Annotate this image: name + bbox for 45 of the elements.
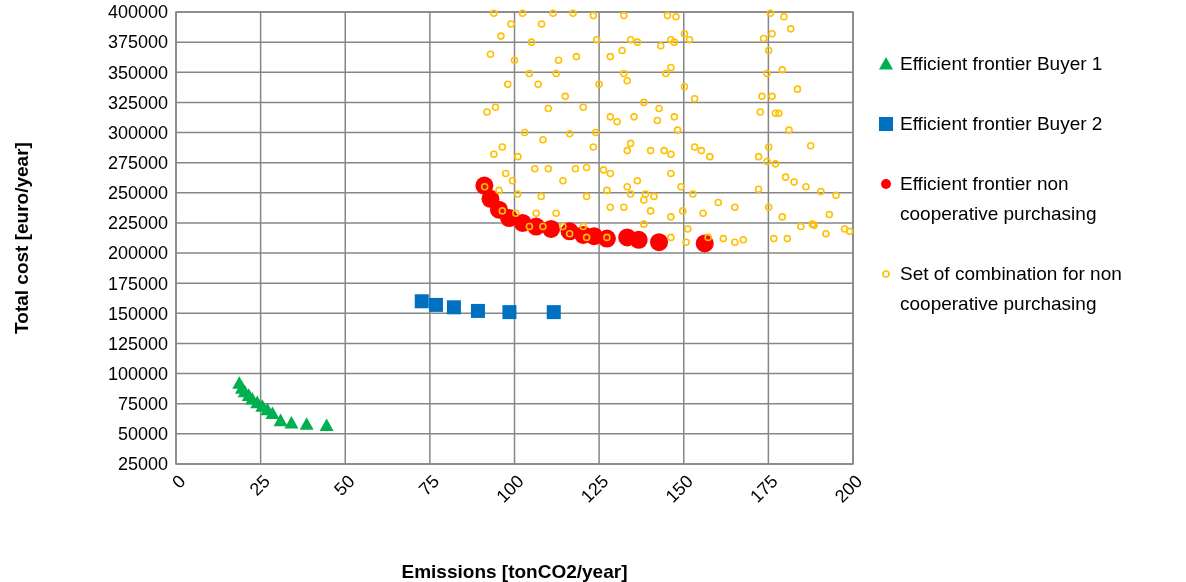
x-axis-title: Emissions [tonCO2/year] xyxy=(401,561,628,582)
x-tick-label: 25 xyxy=(245,471,274,500)
point xyxy=(299,417,314,430)
point xyxy=(446,300,461,315)
y-tick-label: 300000 xyxy=(107,122,168,143)
x-tick-label: 150 xyxy=(661,471,698,507)
y-tick-label: 25000 xyxy=(117,454,168,475)
y-axis-title: Total cost [euro/year] xyxy=(11,142,32,334)
point xyxy=(502,305,517,320)
y-tick-label: 350000 xyxy=(107,62,168,83)
y-tick-label: 275000 xyxy=(107,152,168,173)
y-tick-label: 325000 xyxy=(107,92,168,113)
y-tick-label: 175000 xyxy=(107,273,168,294)
y-tick-label: 250000 xyxy=(107,183,168,204)
point xyxy=(470,303,485,318)
y-tick-label: 100000 xyxy=(107,363,168,384)
point xyxy=(265,406,280,419)
y-tick-label: 50000 xyxy=(117,424,168,445)
y-tick-label: 150000 xyxy=(107,303,168,324)
point xyxy=(629,230,648,249)
y-tick-label: 75000 xyxy=(117,394,168,415)
point xyxy=(273,413,288,427)
point xyxy=(414,294,429,309)
x-tick-label: 100 xyxy=(492,471,528,507)
x-tick-label: 50 xyxy=(330,471,359,500)
x-tick-label: 75 xyxy=(414,471,444,500)
point xyxy=(284,416,299,429)
y-tick-label: 125000 xyxy=(107,333,168,354)
legend-label: Set of combination for non cooperative purchasing xyxy=(900,263,1122,314)
y-tick-label: 400000 xyxy=(107,2,168,23)
point xyxy=(428,297,443,312)
y-tick-label: 225000 xyxy=(107,213,168,234)
point xyxy=(650,233,669,252)
legend-label: Efficient frontier Buyer 2 xyxy=(900,113,1103,134)
y-tick-label: 375000 xyxy=(107,32,168,53)
x-tick-label: 125 xyxy=(577,471,613,507)
point xyxy=(546,305,561,320)
legend-label: Efficient frontier Buyer 1 xyxy=(900,53,1103,74)
x-tick-label: 200 xyxy=(830,471,867,507)
point xyxy=(319,418,334,432)
x-tick-label: 0 xyxy=(168,471,190,493)
y-tick-label: 200000 xyxy=(107,243,168,264)
x-tick-label: 175 xyxy=(746,471,782,507)
legend-label: Efficient frontier non cooperative purchasing xyxy=(900,173,1097,224)
point xyxy=(542,219,561,238)
